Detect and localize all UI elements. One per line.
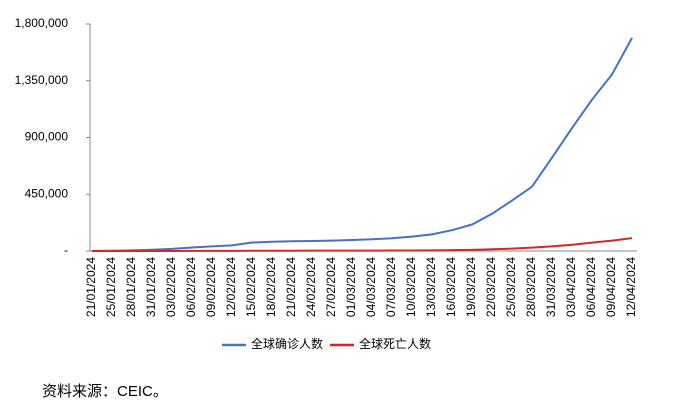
legend-label: 全球确诊人数 bbox=[251, 336, 323, 351]
x-tick-label: 13/03/2024 bbox=[424, 257, 438, 317]
x-tick-label: 09/02/2024 bbox=[204, 257, 218, 317]
x-tick-label: 16/03/2024 bbox=[444, 257, 458, 317]
x-tick-label: 06/02/2024 bbox=[184, 257, 198, 317]
x-tick-label: 25/03/2024 bbox=[504, 257, 518, 317]
x-tick-label: 01/03/2024 bbox=[344, 257, 358, 317]
x-tick-label: 07/03/2024 bbox=[384, 257, 398, 317]
x-tick-label: 27/02/2024 bbox=[324, 257, 338, 317]
x-tick-label: 28/03/2024 bbox=[524, 257, 538, 317]
x-tick-label: 12/04/2024 bbox=[624, 257, 638, 317]
x-tick-label: 21/02/2024 bbox=[284, 257, 298, 317]
x-tick-label: 06/04/2024 bbox=[584, 257, 598, 317]
y-tick-label: - bbox=[64, 243, 68, 257]
x-tick-label: 18/02/2024 bbox=[264, 257, 278, 317]
legend-label: 全球死亡人数 bbox=[359, 336, 431, 351]
series-line bbox=[91, 237, 633, 252]
x-tick-label: 03/02/2024 bbox=[164, 257, 178, 317]
x-tick-label: 31/03/2024 bbox=[544, 257, 558, 317]
x-tick-label: 09/04/2024 bbox=[604, 257, 618, 317]
x-tick-label: 25/01/2024 bbox=[104, 257, 118, 317]
x-tick-label: 24/02/2024 bbox=[304, 257, 318, 317]
x-tick-label: 12/02/2024 bbox=[224, 257, 238, 317]
y-tick-label: 1,800,000 bbox=[15, 16, 69, 30]
x-tick-label: 10/03/2024 bbox=[404, 257, 418, 317]
x-tick-label: 03/04/2024 bbox=[564, 257, 578, 317]
x-tick-label: 15/02/2024 bbox=[244, 257, 258, 317]
x-tick-label: 28/01/2024 bbox=[124, 257, 138, 317]
x-tick-label: 19/03/2024 bbox=[464, 257, 478, 317]
y-tick-label: 900,000 bbox=[25, 130, 69, 144]
x-tick-label: 21/01/2024 bbox=[84, 257, 98, 317]
y-tick-label: 450,000 bbox=[25, 186, 69, 200]
series-line bbox=[91, 37, 633, 252]
x-tick-label: 31/01/2024 bbox=[144, 257, 158, 317]
source-note: 资料来源：CEIC。 bbox=[42, 383, 168, 400]
x-tick-label: 22/03/2024 bbox=[484, 257, 498, 317]
y-tick-label: 1,350,000 bbox=[15, 73, 69, 87]
x-tick-label: 04/03/2024 bbox=[364, 257, 378, 317]
